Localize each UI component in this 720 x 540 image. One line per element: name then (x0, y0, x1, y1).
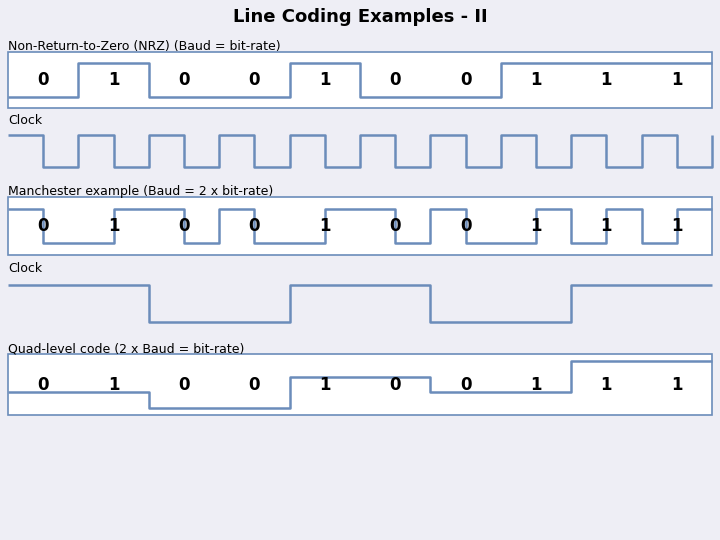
Text: 1: 1 (671, 71, 683, 89)
Text: 0: 0 (179, 217, 190, 235)
Text: 0: 0 (390, 71, 401, 89)
Text: 1: 1 (108, 71, 120, 89)
Text: 0: 0 (37, 375, 49, 394)
Text: 0: 0 (179, 71, 190, 89)
Text: 0: 0 (37, 217, 49, 235)
Text: 1: 1 (108, 375, 120, 394)
Text: Clock: Clock (8, 262, 42, 275)
Text: 1: 1 (600, 71, 612, 89)
Text: Clock: Clock (8, 114, 42, 127)
Text: Line Coding Examples - II: Line Coding Examples - II (233, 8, 487, 26)
Text: 0: 0 (248, 375, 260, 394)
Text: 0: 0 (390, 217, 401, 235)
Text: 1: 1 (600, 375, 612, 394)
Text: 1: 1 (600, 217, 612, 235)
Text: 1: 1 (530, 71, 541, 89)
Bar (8, 197, 712, 255)
Text: 0: 0 (460, 217, 472, 235)
Bar (8, 124, 712, 178)
Text: 1: 1 (530, 217, 541, 235)
Text: 0: 0 (460, 71, 472, 89)
Bar (8, 272, 712, 335)
Text: 0: 0 (179, 375, 190, 394)
Bar (8, 52, 712, 108)
Text: 1: 1 (671, 375, 683, 394)
Text: 0: 0 (248, 217, 260, 235)
Text: 0: 0 (390, 375, 401, 394)
Text: 1: 1 (671, 217, 683, 235)
Text: 1: 1 (319, 217, 330, 235)
Text: 0: 0 (460, 375, 472, 394)
Text: Non-Return-to-Zero (NRZ) (Baud = bit-rate): Non-Return-to-Zero (NRZ) (Baud = bit-rat… (8, 40, 281, 53)
Text: 0: 0 (37, 71, 49, 89)
Text: 1: 1 (530, 375, 541, 394)
Text: Manchester example (Baud = 2 x bit-rate): Manchester example (Baud = 2 x bit-rate) (8, 185, 274, 198)
Text: 1: 1 (319, 375, 330, 394)
Text: Quad-level code (2 x Baud = bit-rate): Quad-level code (2 x Baud = bit-rate) (8, 342, 244, 355)
Text: 0: 0 (248, 71, 260, 89)
Text: 1: 1 (319, 71, 330, 89)
Text: 1: 1 (108, 217, 120, 235)
Bar (8, 354, 712, 415)
